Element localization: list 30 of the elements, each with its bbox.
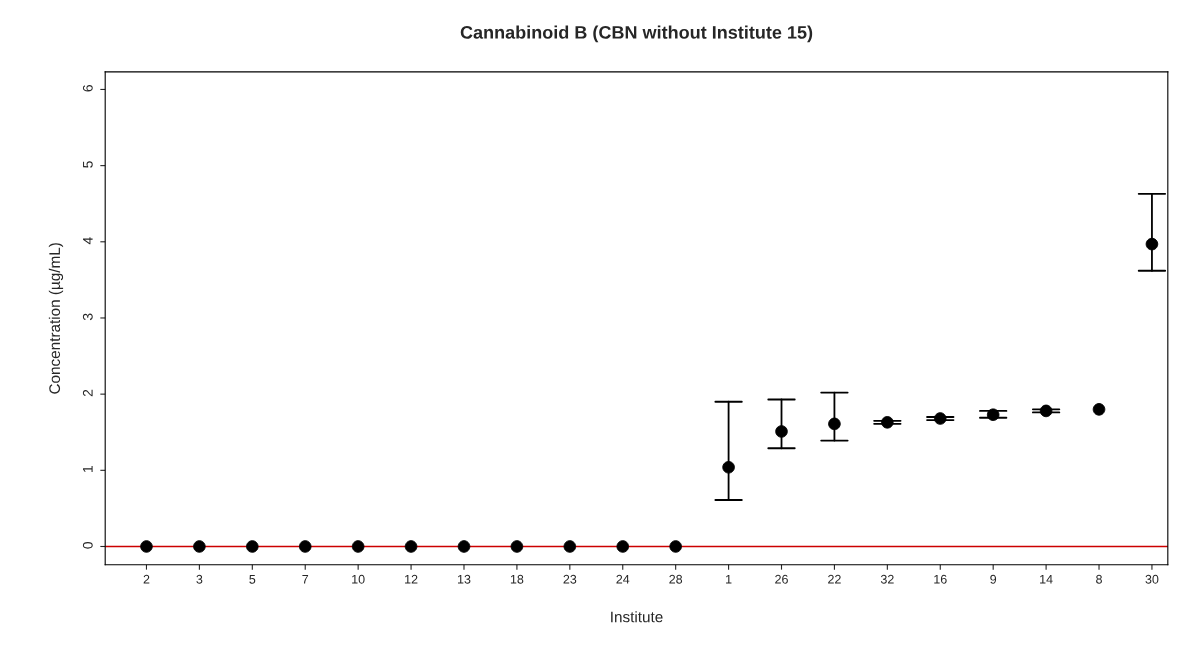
x-tick-label: 12: [405, 574, 418, 584]
y-tick-label: 1: [83, 465, 93, 472]
x-tick-label: 28: [669, 574, 683, 584]
x-tick-label: 2: [143, 574, 150, 584]
x-tick-label: 1: [726, 574, 732, 584]
y-tick-label: 4: [83, 237, 93, 245]
y-tick-label: 5: [83, 161, 93, 168]
x-tick-label: 5: [249, 574, 256, 584]
x-tick-label: 10: [352, 574, 365, 584]
x-axis-title: Institute: [611, 611, 663, 623]
y-tick-label: 2: [82, 389, 93, 397]
x-tick-label: 3: [196, 574, 203, 584]
x-tick-label: 13: [457, 574, 471, 584]
y-axis-title: Concentration (µg/mL): [48, 243, 64, 394]
y-tick-label: 0: [82, 542, 93, 549]
x-tick-label: 32: [880, 574, 894, 584]
x-tick-label: 23: [563, 574, 577, 584]
x-tick-label: 9: [990, 574, 997, 584]
x-tick-label: 16: [934, 574, 947, 584]
x-tick-label: 14: [1040, 574, 1053, 584]
x-tick-label: 24: [616, 574, 630, 584]
x-tick-label: 22: [828, 574, 841, 584]
x-tick-label: 18: [510, 574, 524, 584]
y-tick-label: 6: [82, 85, 93, 92]
y-tick-label: 3: [82, 313, 93, 321]
x-tick-label: 7: [302, 574, 309, 584]
x-tick-label: 26: [775, 574, 788, 584]
x-tick-label: 30: [1145, 574, 1159, 584]
chart-title: Cannabinoid B (CBN without Institute 15): [460, 25, 813, 43]
x-tick-label: 8: [1096, 574, 1102, 584]
